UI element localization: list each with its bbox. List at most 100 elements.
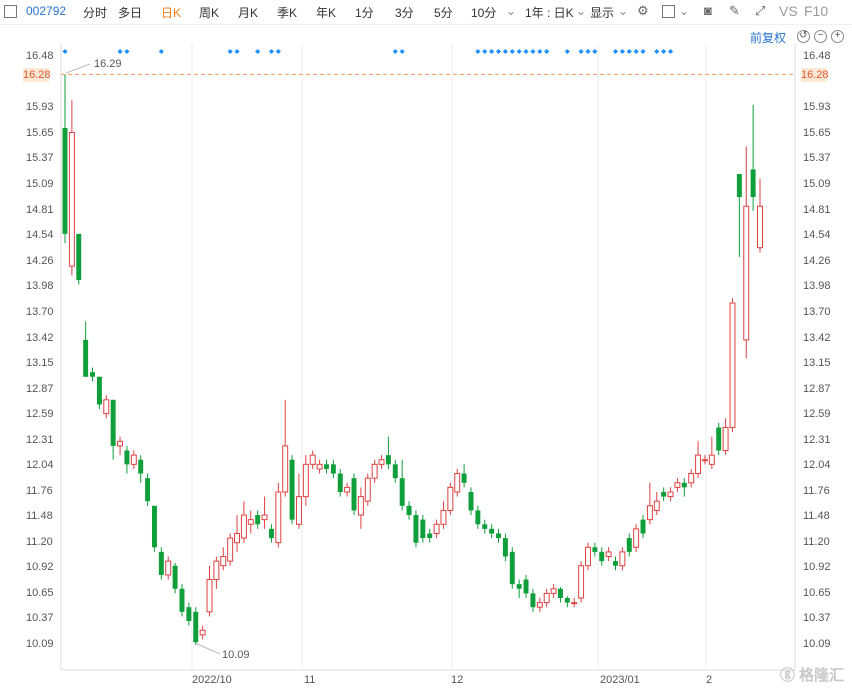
candle — [681, 478, 687, 497]
select-checkbox[interactable] — [4, 5, 17, 18]
candle — [309, 450, 316, 469]
y-tick-left: 10.92 — [26, 561, 54, 573]
y-tick-left: 14.54 — [26, 229, 54, 241]
tab-multi-day[interactable]: 多日 — [118, 6, 143, 20]
candle-body — [364, 477, 371, 502]
candle — [468, 487, 474, 516]
tab-quarterly-k[interactable]: 季K — [277, 6, 298, 20]
candle — [399, 459, 405, 511]
candle — [145, 473, 151, 506]
y-tick-right: 12.59 — [803, 408, 831, 420]
settings-icon[interactable]: ⚙ — [637, 3, 649, 18]
zoom-in-icon[interactable]: + — [831, 30, 844, 43]
tab-monthly-k[interactable]: 月K — [238, 6, 259, 20]
candle-body — [716, 427, 722, 451]
candle — [613, 556, 618, 571]
stock-code[interactable]: 002792 — [26, 4, 67, 18]
candle-body — [461, 473, 467, 483]
candle-body — [653, 500, 660, 511]
y-tick-left: 15.65 — [26, 127, 54, 139]
candle-body — [193, 611, 199, 643]
event-marker — [158, 49, 164, 54]
candle-body — [130, 454, 137, 465]
candle — [76, 233, 82, 285]
low-price-annotation: 10.09 — [222, 649, 250, 661]
candle — [199, 625, 206, 640]
y-tick-right: 10.92 — [803, 561, 831, 573]
candle — [316, 459, 323, 474]
y-tick-right: 13.98 — [803, 280, 831, 292]
y-tick-left: 11.20 — [26, 536, 53, 548]
candle — [295, 473, 302, 529]
candle — [234, 515, 241, 552]
display-chevron-icon[interactable]: ⌄ — [618, 4, 629, 18]
tab-10min[interactable]: 10分 — [471, 6, 497, 20]
y-tick-right: 15.09 — [803, 178, 831, 190]
layout-icon[interactable] — [662, 5, 675, 18]
y-tick-right: 14.26 — [803, 255, 831, 267]
candle-body — [330, 464, 336, 474]
zoom-out-icon[interactable]: − — [814, 30, 827, 43]
tab-5min[interactable]: 5分 — [434, 6, 453, 20]
candle — [502, 533, 508, 562]
candle-body — [62, 127, 68, 234]
candle-body — [406, 505, 412, 516]
candle-body — [151, 505, 157, 548]
tab-3min[interactable]: 3分 — [395, 6, 414, 20]
candle-body — [124, 450, 130, 465]
fullscreen-icon[interactable]: ⤢ — [755, 3, 766, 18]
candle — [557, 586, 563, 603]
layout-chevron-icon[interactable]: ⌄ — [679, 4, 690, 18]
candle — [640, 515, 646, 539]
candle — [62, 74, 68, 244]
tab-weekly-k[interactable]: 周K — [199, 6, 220, 20]
tab-1min[interactable]: 1分 — [355, 6, 374, 20]
y-tick-left: 14.81 — [26, 204, 54, 216]
candle — [138, 455, 144, 483]
camera-icon[interactable]: ◙ — [704, 3, 712, 18]
candle-body — [564, 597, 570, 603]
candle — [729, 298, 736, 433]
display-menu[interactable]: 显示 — [590, 6, 615, 20]
candle-body — [571, 602, 578, 605]
candle-body — [324, 464, 329, 469]
candle — [337, 468, 343, 497]
y-tick-right: 15.93 — [803, 101, 831, 113]
candle — [268, 524, 274, 543]
candle-body — [68, 132, 75, 267]
candle-body — [661, 491, 667, 497]
vs-button[interactable]: VS — [779, 3, 798, 19]
candle-body — [578, 565, 585, 599]
candle-body — [392, 464, 398, 479]
event-marker — [124, 49, 130, 54]
range-select[interactable]: 1年 : 日K — [525, 6, 574, 20]
tab-intraday[interactable]: 分时 — [83, 6, 108, 20]
candle — [90, 367, 96, 382]
candle-body — [667, 491, 674, 498]
candle-body — [475, 510, 481, 525]
candle-body — [592, 547, 598, 552]
tab-yearly-k[interactable]: 年K — [316, 6, 337, 20]
range-chevron-icon[interactable]: ⌄ — [576, 4, 587, 18]
y-tick-left: 12.31 — [26, 434, 54, 446]
candle — [646, 482, 653, 525]
candle-body — [536, 602, 543, 608]
f10-button[interactable]: F10 — [804, 3, 829, 19]
candle — [667, 487, 674, 502]
more-periods-chevron-icon[interactable]: ⌄ — [506, 4, 517, 18]
candle — [688, 468, 695, 488]
adjust-mode-label[interactable]: 前复权 — [750, 31, 787, 45]
undo-icon[interactable]: ↺ — [797, 30, 810, 43]
tab-daily-k[interactable]: 日K — [161, 6, 182, 20]
candle-body — [179, 588, 185, 612]
pencil-icon[interactable]: ✎ — [729, 3, 740, 18]
candle — [151, 505, 157, 552]
y-tick-right: 14.81 — [803, 204, 831, 216]
high-price-annotation: 16.29 — [94, 58, 122, 70]
event-marker — [516, 49, 522, 54]
candle — [302, 455, 309, 506]
candle-body — [708, 454, 715, 465]
candle-body — [420, 519, 426, 539]
candle — [695, 441, 702, 479]
